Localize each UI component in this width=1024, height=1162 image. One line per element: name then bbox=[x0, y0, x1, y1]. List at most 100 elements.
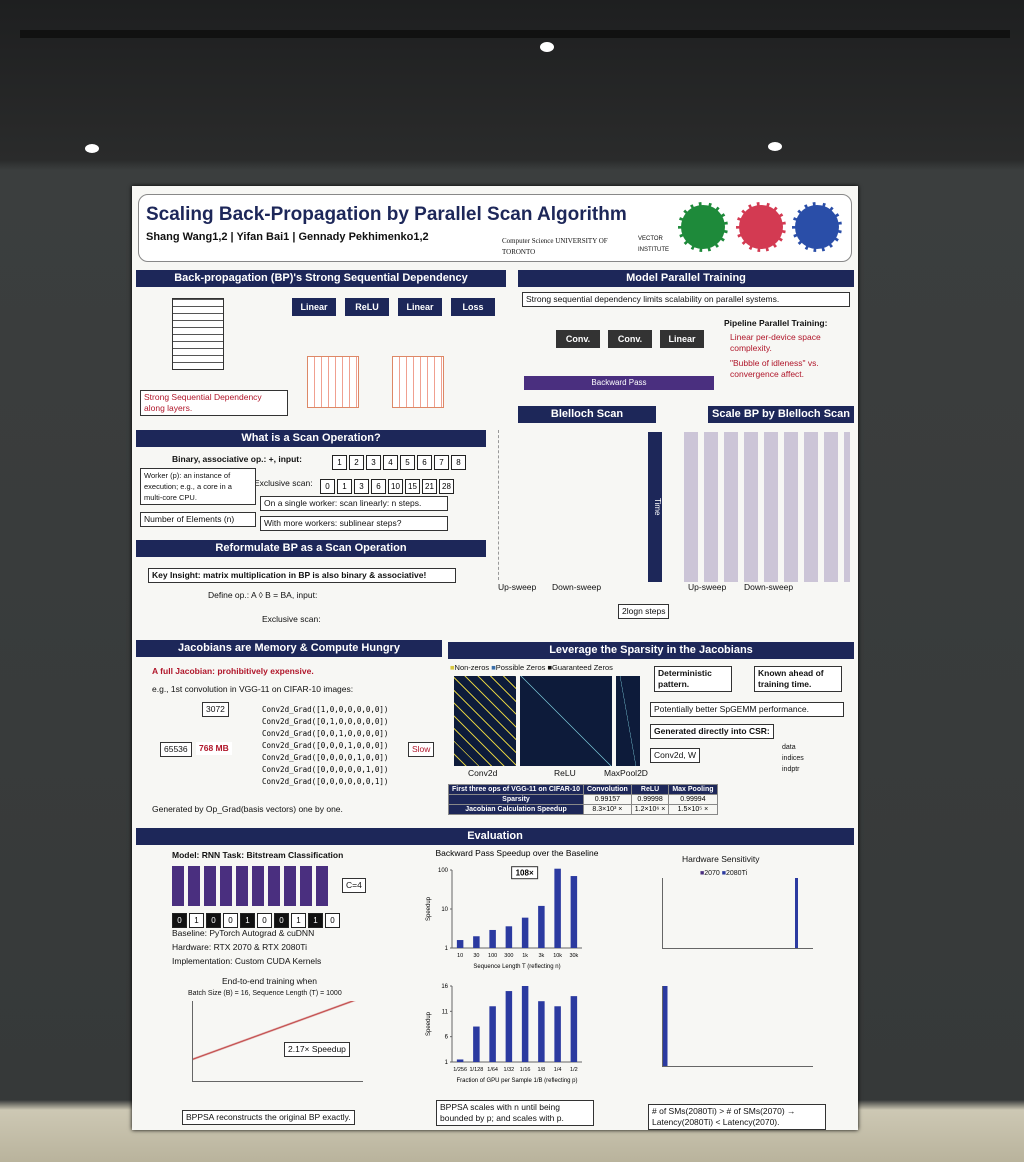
output-row: 0 1 3 6 10 15 21 28 bbox=[320, 476, 456, 494]
y-tick-label: 1 bbox=[445, 1060, 449, 1066]
bar bbox=[521, 917, 529, 948]
legend-item: Possible Zeros bbox=[495, 663, 546, 672]
legend-item: Non-zeros bbox=[454, 663, 490, 672]
grad: Conv2d_Grad([0,0,1,0,0,0,0]) bbox=[262, 729, 389, 738]
x-tick-label: 10 bbox=[457, 953, 463, 959]
grad: Conv2d_Grad([1,0,0,0,0,0,0]) bbox=[262, 705, 389, 714]
note: Worker (p): an instance of execution; e.… bbox=[140, 468, 256, 505]
section-header: Jacobians are Memory & Compute Hungry bbox=[136, 640, 442, 657]
note: Number of Elements (n) bbox=[140, 512, 256, 527]
pipeline-title: Pipeline Parallel Training: bbox=[724, 318, 828, 328]
bar bbox=[570, 996, 578, 1062]
legend-item: Guaranteed Zeros bbox=[552, 663, 613, 672]
layer: Linear bbox=[398, 298, 442, 316]
dim: 3072 bbox=[202, 702, 229, 717]
bit: 0 bbox=[172, 913, 187, 928]
ceiling-light bbox=[85, 144, 99, 153]
bit: 1 bbox=[240, 913, 255, 928]
bit: 0 bbox=[206, 913, 221, 928]
jacobian-grid bbox=[172, 298, 224, 370]
exclusive: Exclusive scan: bbox=[262, 614, 321, 624]
bar bbox=[489, 929, 496, 948]
x-tick-label: 1/256 bbox=[453, 1067, 467, 1073]
insight: Key Insight: matrix multiplication in BP… bbox=[148, 568, 456, 583]
model: Model: RNN Task: Bitstream Classificatio… bbox=[172, 850, 344, 860]
dim: 65536 bbox=[160, 742, 192, 757]
grad: Conv2d_Grad([0,0,0,0,0,0,1]) bbox=[262, 777, 389, 786]
bit: 0 bbox=[274, 913, 289, 928]
x-tick-label: 1/16 bbox=[520, 1067, 531, 1073]
y-tick-label: 100 bbox=[438, 868, 449, 874]
y-axis-label: Speedup bbox=[426, 896, 432, 921]
note: Known ahead of training time. bbox=[754, 666, 842, 692]
line: End-to-end training when bbox=[222, 976, 317, 986]
exclusive-label: Exclusive scan: bbox=[254, 478, 313, 488]
chart-title: Hardware Sensitivity bbox=[682, 854, 760, 864]
grad: Conv2d_Grad([0,1,0,0,0,0,0]) bbox=[262, 717, 389, 726]
note: Strong Sequential Dependency along layer… bbox=[140, 390, 288, 416]
ceiling-light bbox=[540, 42, 554, 52]
label: Up-sweep bbox=[688, 582, 727, 592]
slow: Slow bbox=[408, 742, 435, 757]
table-cell: 1.5×10⁵ × bbox=[668, 804, 718, 815]
csr-label: indices bbox=[782, 755, 804, 762]
grad-list: Conv2d_Grad([1,0,0,0,0,0,0]) Conv2d_Grad(… bbox=[262, 704, 388, 788]
line: Baseline: PyTorch Autograd & cuDNN bbox=[172, 928, 315, 938]
section-header: Evaluation bbox=[136, 828, 854, 845]
title: Scaling Back-Propagation by Parallel Sca… bbox=[146, 204, 627, 225]
matrix bbox=[307, 356, 359, 408]
x-tick-label: 1/8 bbox=[538, 1067, 546, 1073]
section-header: Blelloch Scan bbox=[518, 406, 656, 423]
y-axis-label: Speedup bbox=[426, 1011, 432, 1036]
label: 2logn steps bbox=[618, 604, 670, 619]
device: Linear bbox=[660, 330, 704, 348]
note: Generated directly into CSR: bbox=[650, 724, 774, 739]
x-tick-label: 1/2 bbox=[570, 1067, 578, 1073]
legend: ■2070 ■2080Ti bbox=[700, 870, 748, 877]
time-arrow: Time bbox=[648, 432, 662, 582]
grad: Conv2d_Grad([0,0,0,0,0,1,0]) bbox=[262, 765, 389, 774]
line: Batch Size (B) = 16, Sequence Length (T)… bbox=[188, 990, 342, 997]
bullet: "Bubble of idleness" vs. convergence aff… bbox=[730, 358, 819, 379]
logo bbox=[792, 202, 842, 252]
scan-tree bbox=[684, 432, 850, 582]
bit: 1 bbox=[291, 913, 306, 928]
x-tick-label: 30 bbox=[473, 953, 479, 959]
bit: 0 bbox=[325, 913, 340, 928]
note: # of SMs(2080Ti) > # of SMs(2070) → Late… bbox=[648, 1104, 826, 1130]
label: Up-sweep bbox=[498, 582, 537, 592]
x-tick-label: 1/64 bbox=[487, 1067, 498, 1073]
logo bbox=[736, 202, 786, 252]
cell: 21 bbox=[422, 479, 437, 494]
bar bbox=[473, 936, 480, 948]
bit: 0 bbox=[223, 913, 238, 928]
bit: 0 bbox=[257, 913, 272, 928]
cell: 7 bbox=[434, 455, 449, 470]
cell: 3 bbox=[354, 479, 369, 494]
panel-label: MaxPool2D bbox=[604, 768, 648, 778]
note: BPPSA reconstructs the original BP exact… bbox=[182, 1110, 355, 1125]
affiliation: Computer Science UNIVERSITY OF TORONTO bbox=[502, 237, 608, 256]
x-tick-label: 1/32 bbox=[504, 1067, 515, 1073]
ceiling-light bbox=[768, 142, 782, 151]
note: BPPSA scales with n until being bounded … bbox=[436, 1100, 594, 1126]
y-tick-label: 11 bbox=[442, 1009, 449, 1015]
panel-label: ReLU bbox=[554, 768, 576, 778]
panel-label: Conv2d bbox=[468, 768, 498, 778]
label: Down-sweep bbox=[744, 582, 794, 592]
csr: data indices indptr bbox=[782, 742, 804, 775]
cell: 2 bbox=[349, 455, 364, 470]
class: C=4 bbox=[342, 878, 366, 893]
note: On a single worker: scan linearly: n ste… bbox=[260, 496, 448, 511]
cell: 15 bbox=[405, 479, 420, 494]
ceiling-beam bbox=[20, 30, 1010, 38]
grad: Conv2d_Grad([0,0,0,0,1,0,0]) bbox=[262, 753, 389, 762]
label: Down-sweep bbox=[552, 582, 602, 592]
section-header: Back-propagation (BP)'s Strong Sequentia… bbox=[136, 270, 506, 287]
annotation-box bbox=[511, 866, 539, 880]
note: Potentially better SpGEMM performance. bbox=[650, 702, 844, 717]
charts: Backward Pass Speedup over the Baseline S… bbox=[426, 848, 599, 1084]
sparsity-panel bbox=[454, 676, 516, 766]
